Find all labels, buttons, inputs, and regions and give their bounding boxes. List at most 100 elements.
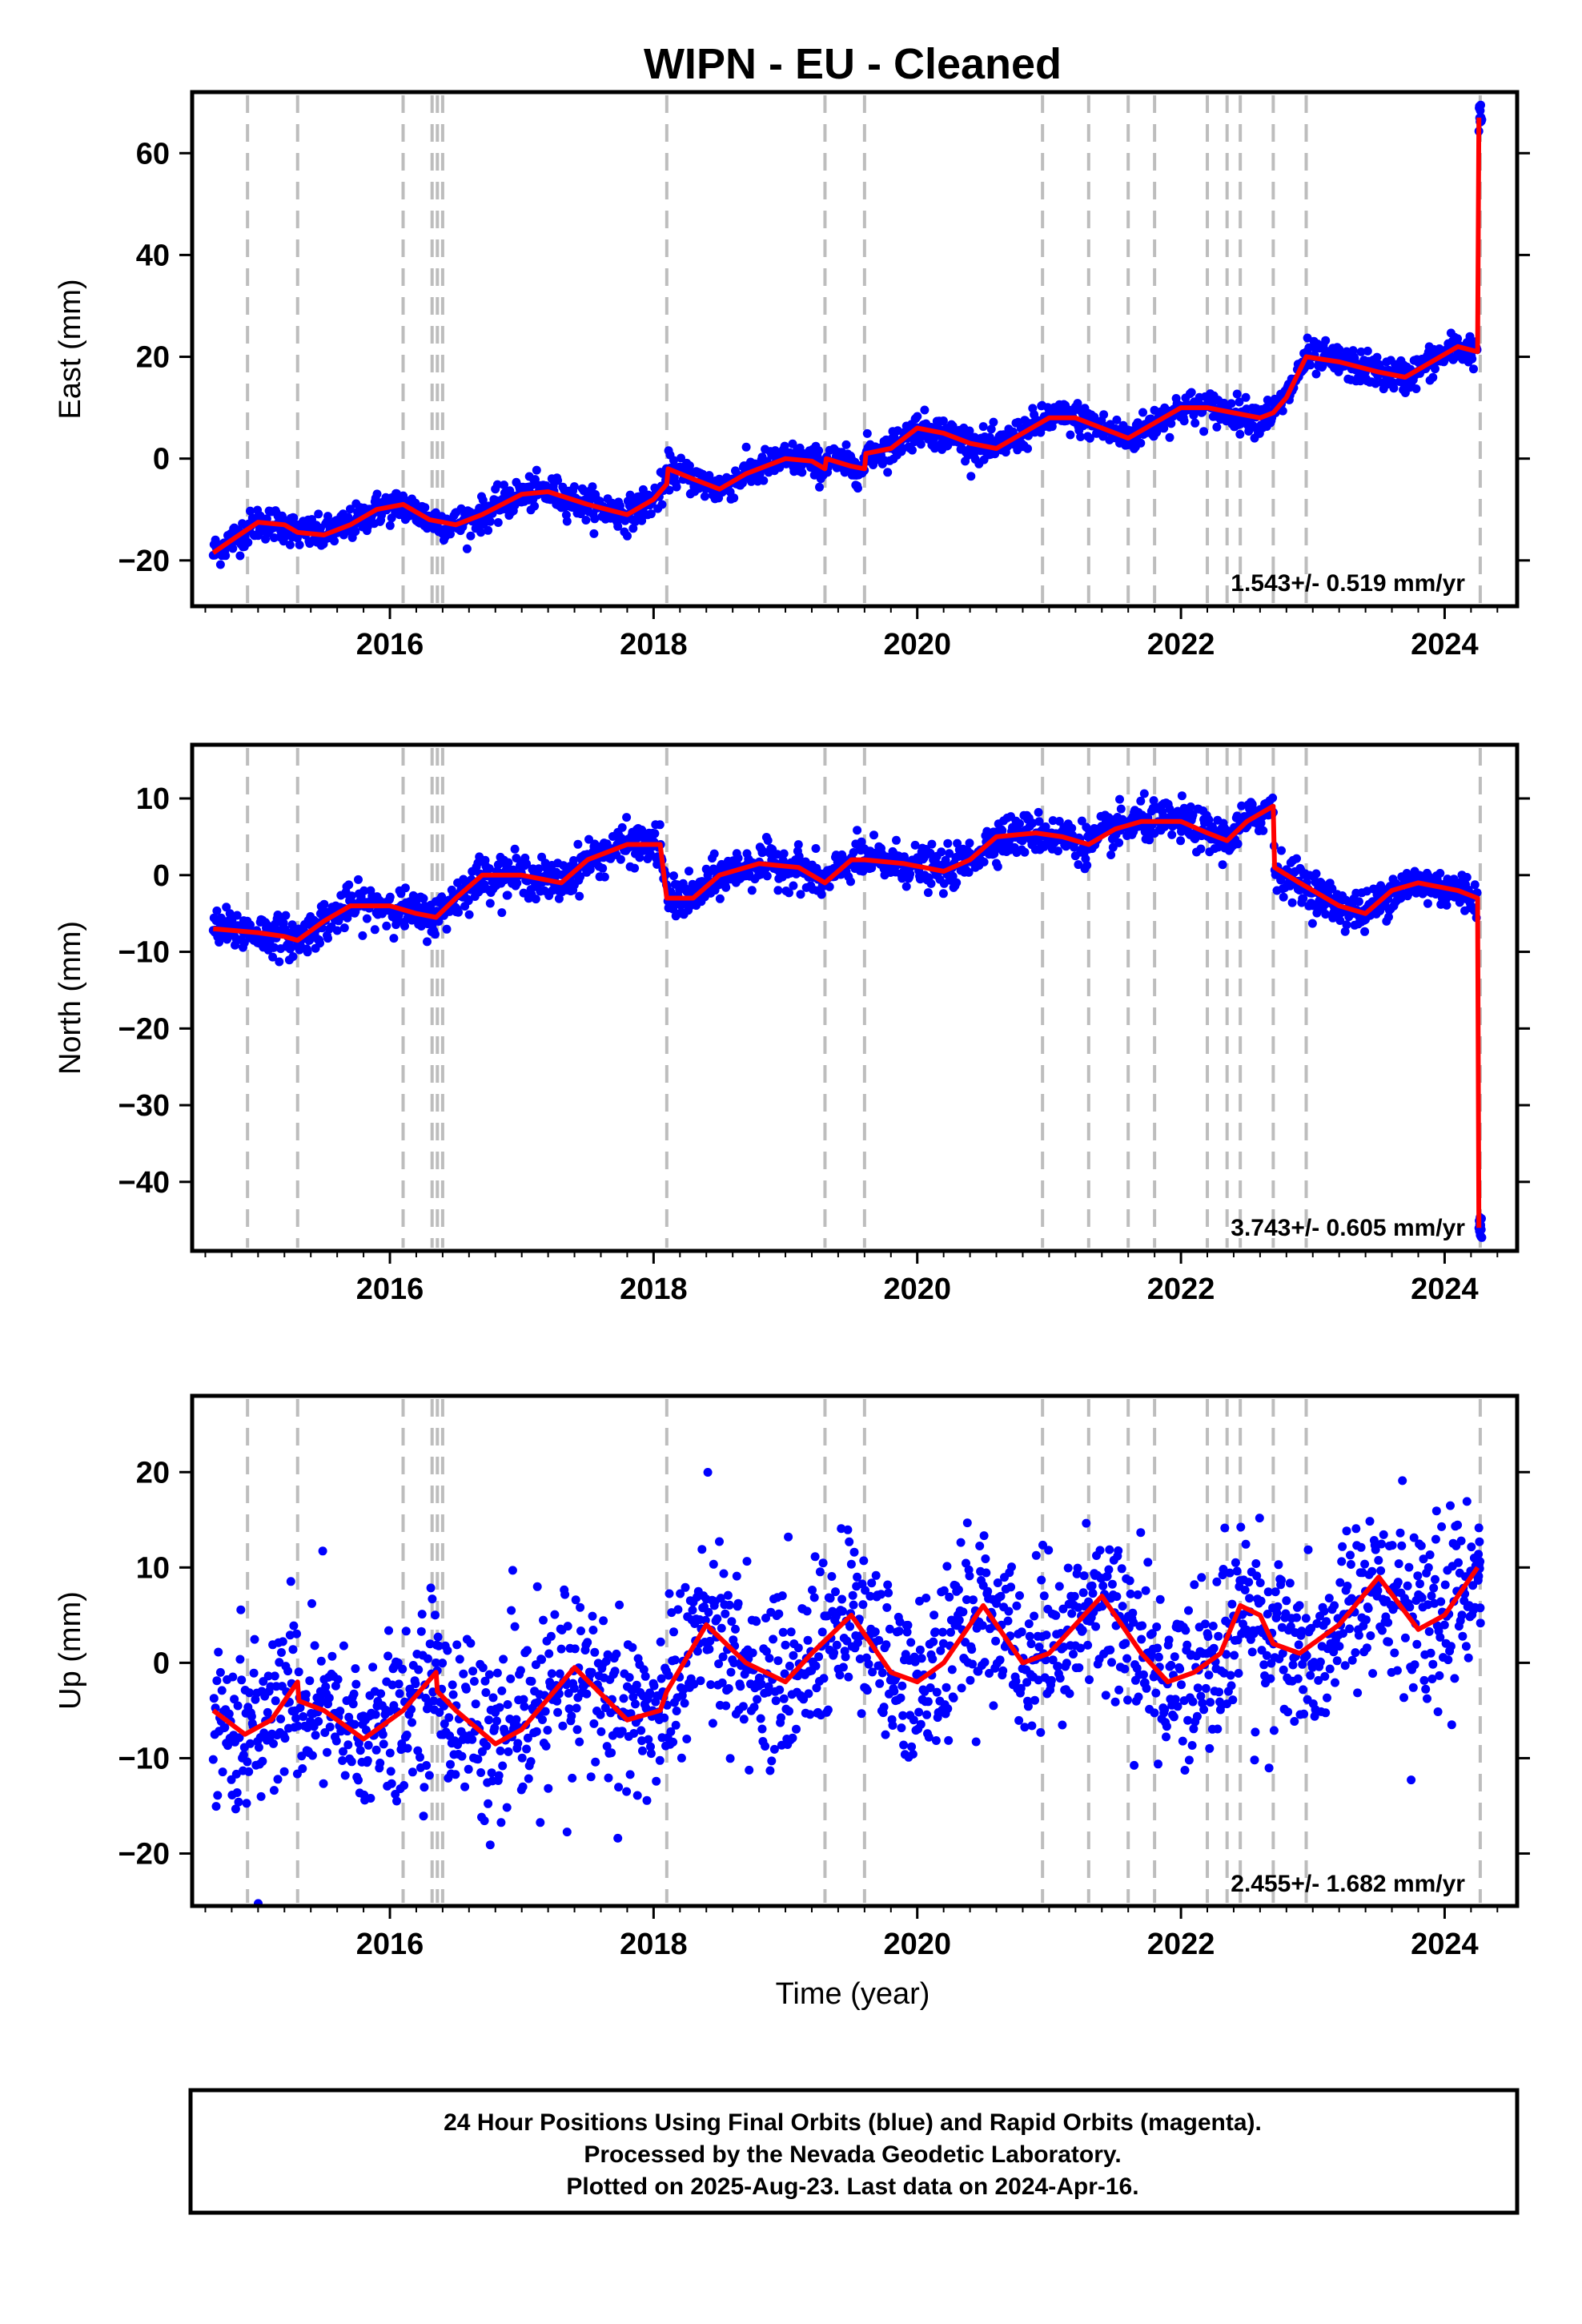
data-point xyxy=(650,829,660,838)
data-point xyxy=(473,1755,483,1764)
data-point xyxy=(896,1693,905,1703)
data-point xyxy=(867,863,877,873)
data-point xyxy=(485,517,495,526)
data-point xyxy=(910,1657,920,1667)
data-point xyxy=(1212,422,1222,432)
data-point xyxy=(639,1665,648,1675)
data-point xyxy=(729,493,739,503)
data-point xyxy=(655,820,665,830)
data-point xyxy=(512,879,522,888)
data-point xyxy=(916,1719,926,1729)
data-point xyxy=(464,1764,473,1774)
data-point xyxy=(804,1689,813,1699)
data-point xyxy=(291,1714,301,1723)
data-point xyxy=(1186,802,1195,811)
data-point xyxy=(1189,411,1199,420)
data-point xyxy=(726,1667,736,1677)
data-point xyxy=(1188,810,1198,819)
data-point xyxy=(392,1796,401,1806)
data-point xyxy=(323,934,332,943)
data-point xyxy=(478,1663,488,1672)
data-point xyxy=(719,1569,729,1578)
data-point xyxy=(513,1739,523,1748)
data-point xyxy=(986,424,996,434)
data-point xyxy=(669,871,678,881)
data-point xyxy=(1022,1678,1032,1687)
data-point xyxy=(646,509,656,519)
data-point xyxy=(688,1606,697,1615)
data-point xyxy=(347,1757,356,1767)
data-point xyxy=(832,1640,841,1650)
data-point xyxy=(323,512,332,521)
data-point xyxy=(263,1671,273,1681)
data-point xyxy=(254,1743,263,1752)
data-point xyxy=(797,468,807,477)
data-point xyxy=(622,813,632,822)
data-point xyxy=(978,1621,987,1630)
data-point xyxy=(540,1707,550,1716)
east-frame xyxy=(190,90,1520,609)
data-point xyxy=(624,1673,634,1683)
data-point xyxy=(924,1732,934,1742)
data-point xyxy=(915,1596,924,1606)
data-point xyxy=(1039,1591,1049,1601)
data-point xyxy=(246,920,255,930)
data-point xyxy=(600,872,609,882)
data-point xyxy=(825,1594,835,1603)
data-point xyxy=(921,1594,931,1602)
data-point xyxy=(537,1655,547,1664)
data-point xyxy=(411,498,420,508)
data-point xyxy=(386,1767,396,1776)
data-point xyxy=(898,1711,908,1720)
data-point xyxy=(954,1585,963,1594)
x-tick-label: 2022 xyxy=(1147,1273,1215,1306)
data-point xyxy=(938,1627,947,1637)
data-point xyxy=(1030,1611,1039,1621)
data-point xyxy=(998,826,1007,835)
data-point xyxy=(488,1693,498,1703)
data-point xyxy=(370,925,379,935)
data-point xyxy=(1259,826,1268,835)
data-point xyxy=(570,1644,580,1654)
data-point xyxy=(966,1675,975,1685)
data-point xyxy=(837,1524,846,1534)
data-point xyxy=(926,848,935,858)
data-point xyxy=(385,892,395,902)
data-point xyxy=(403,1743,412,1753)
data-point xyxy=(926,1683,935,1692)
data-point xyxy=(916,440,926,449)
data-point xyxy=(1026,1639,1036,1649)
data-point xyxy=(736,1682,745,1691)
y-tick-label: −20 xyxy=(118,545,170,578)
data-point xyxy=(419,894,428,903)
data-point xyxy=(1020,847,1030,857)
data-point xyxy=(1073,1563,1082,1573)
data-point xyxy=(379,1739,388,1749)
data-point xyxy=(774,1609,784,1618)
data-point xyxy=(239,1750,248,1759)
data-point xyxy=(685,866,693,876)
data-point xyxy=(1354,897,1363,907)
data-point xyxy=(759,476,769,485)
data-point xyxy=(1268,793,1278,802)
data-point xyxy=(490,1723,500,1733)
data-point xyxy=(747,886,757,895)
data-point xyxy=(555,1669,564,1679)
data-point xyxy=(978,422,988,432)
data-point xyxy=(1023,444,1032,453)
data-point xyxy=(767,1756,777,1766)
data-point xyxy=(1287,898,1297,907)
data-point xyxy=(601,1657,611,1666)
data-point xyxy=(496,1818,506,1827)
data-point xyxy=(1327,884,1337,894)
data-point xyxy=(286,1577,295,1586)
data-point xyxy=(788,1733,797,1743)
data-point xyxy=(459,1669,468,1679)
data-point xyxy=(289,1621,299,1630)
data-point xyxy=(604,1773,613,1783)
data-point xyxy=(496,1746,505,1755)
data-point xyxy=(965,838,974,848)
data-point xyxy=(811,844,821,853)
data-point xyxy=(417,1610,427,1619)
data-point xyxy=(598,863,608,873)
